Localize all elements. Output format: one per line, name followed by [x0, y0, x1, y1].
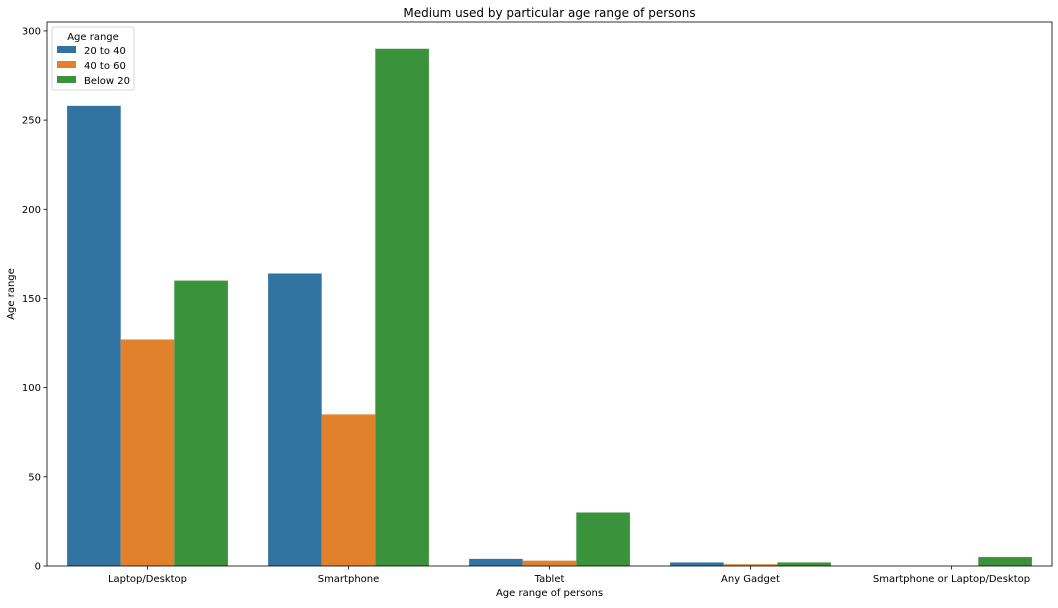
legend-swatch-40-to-60: [57, 61, 76, 68]
bar-tablet-40-to-60: [522, 560, 577, 566]
bar-any-gadget-below-20: [777, 562, 831, 566]
legend-box: [51, 26, 135, 91]
legend-label-20-to-40: 20 to 40: [84, 46, 126, 57]
bar-tablet-20-to-40: [469, 558, 523, 566]
bar-laptop-desktop-20-to-40: [67, 105, 121, 566]
bar-tablet-below-20: [576, 512, 630, 566]
bar-smartphone-below-20: [375, 48, 429, 566]
bar-laptop-desktop-below-20: [174, 280, 228, 566]
y-tick-label: 300: [22, 26, 41, 37]
y-tick-label: 250: [22, 116, 41, 127]
x-axis-label: Age range of persons: [496, 588, 603, 599]
bar-smartphone-20-to-40: [268, 273, 322, 566]
legend-swatch-below-20: [57, 76, 76, 83]
legend: Age range 20 to 40 40 to 60 Below 20: [51, 26, 135, 91]
y-tick-label: 100: [22, 383, 41, 394]
y-axis-label: Age range: [6, 268, 17, 320]
y-tick-label: 200: [22, 205, 41, 216]
legend-swatch-20-to-40: [57, 46, 76, 53]
bar-smartphone-or-laptop-desktop-below-20: [978, 557, 1032, 566]
x-tick-label-smartphone: Smartphone: [318, 574, 380, 585]
y-tick-label: 0: [35, 562, 41, 573]
x-tick-label-smartphone-or-laptop-desktop: Smartphone or Laptop/Desktop: [873, 574, 1030, 585]
legend-title: Age range: [67, 32, 119, 43]
bar-any-gadget-20-to-40: [670, 562, 724, 566]
bar-smartphone-40-to-60: [321, 414, 376, 566]
bar-any-gadget-40-to-60: [723, 564, 778, 566]
legend-label-40-to-60: 40 to 60: [84, 61, 126, 72]
y-tick-label: 50: [28, 472, 41, 483]
legend-label-below-20: Below 20: [84, 76, 130, 87]
y-axis-ticks: 0 50 100 150 200 250 300: [22, 26, 47, 573]
chart-title: Medium used by particular age range of p…: [403, 6, 695, 20]
y-tick-label: 150: [22, 294, 41, 305]
x-axis-ticks: Laptop/Desktop Smartphone Tablet Any Gadget…: [108, 566, 1030, 585]
bar-laptop-desktop-40-to-60: [120, 339, 175, 566]
x-tick-label-laptop-desktop: Laptop/Desktop: [108, 574, 187, 585]
plot-frame: [46, 21, 1053, 567]
x-tick-label-tablet: Tablet: [534, 574, 565, 585]
x-tick-label-any-gadget: Any Gadget: [721, 574, 780, 585]
bars-group: [67, 48, 1032, 566]
